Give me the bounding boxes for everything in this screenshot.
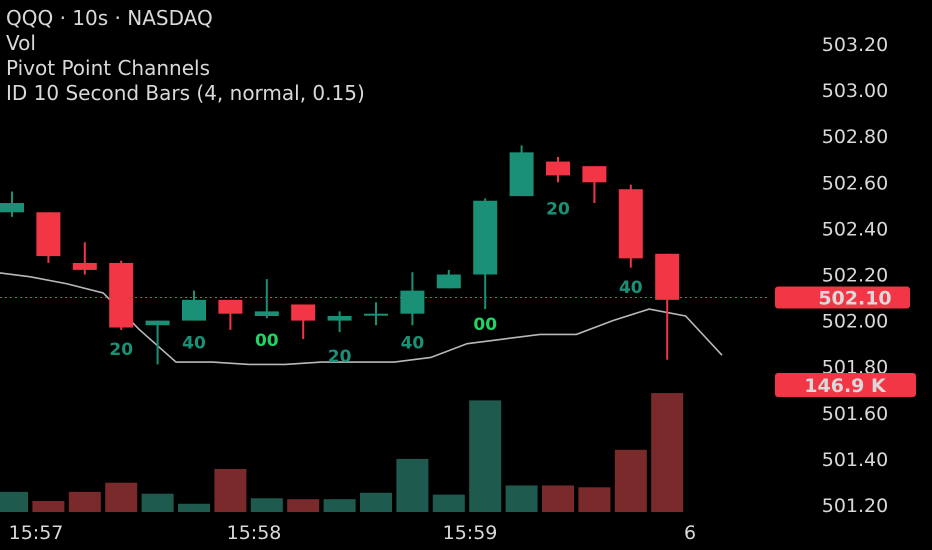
x-tick-label: 15:57 bbox=[9, 522, 64, 544]
bar-count-marker: 40 bbox=[619, 278, 643, 298]
volume-bar bbox=[578, 487, 611, 512]
volume-bar bbox=[396, 458, 429, 512]
volume-bar bbox=[68, 491, 101, 512]
last-volume-badge bbox=[775, 373, 916, 397]
y-tick-label: 503.00 bbox=[822, 80, 888, 102]
symbol-title[interactable]: QQQ · 10s · NASDAQ bbox=[6, 6, 213, 30]
volume-bar bbox=[287, 499, 320, 512]
candle[interactable] bbox=[291, 304, 316, 321]
volume-bar bbox=[178, 503, 210, 512]
y-tick-label: 502.60 bbox=[822, 172, 888, 194]
candle[interactable] bbox=[218, 299, 243, 314]
volume-bar bbox=[141, 493, 174, 512]
volume-bar bbox=[32, 501, 65, 512]
candle[interactable] bbox=[0, 203, 24, 213]
volume-bar bbox=[323, 499, 356, 512]
candle[interactable] bbox=[436, 274, 461, 289]
volume-bar bbox=[250, 498, 283, 512]
candle[interactable] bbox=[582, 166, 607, 183]
y-tick-label: 502.20 bbox=[822, 265, 888, 287]
volume-bar bbox=[360, 492, 392, 512]
bar-count-marker: 20 bbox=[546, 200, 570, 220]
last-price-label: 502.10 bbox=[818, 288, 891, 310]
volume-bar bbox=[505, 485, 538, 512]
last-volume-label: 146.9 K bbox=[804, 375, 887, 397]
bar-count-marker: 20 bbox=[328, 347, 352, 367]
bar-count-marker: 40 bbox=[401, 333, 425, 353]
candle[interactable] bbox=[145, 320, 170, 326]
last-price-badge bbox=[775, 286, 910, 309]
volume-bar bbox=[651, 393, 684, 512]
volume-bar bbox=[469, 400, 502, 512]
candle[interactable] bbox=[400, 290, 425, 314]
bar-count-marker: 40 bbox=[182, 333, 206, 353]
y-tick-label: 503.20 bbox=[822, 34, 888, 56]
pivot-channel-line bbox=[0, 272, 723, 366]
volume-bar bbox=[432, 494, 465, 512]
x-tick-label: 6 bbox=[684, 522, 696, 544]
volume-bar bbox=[0, 491, 28, 512]
y-tick-label: 501.60 bbox=[822, 403, 888, 425]
candle[interactable] bbox=[327, 315, 352, 321]
bar-count-marker: 20 bbox=[109, 340, 133, 360]
bar-count-marker: 00 bbox=[473, 315, 497, 335]
volume-bar bbox=[614, 449, 647, 512]
candle[interactable] bbox=[473, 200, 498, 275]
candle[interactable] bbox=[109, 262, 134, 328]
candle[interactable] bbox=[254, 311, 279, 316]
y-tick-label: 502.80 bbox=[822, 126, 888, 148]
y-tick-label: 501.20 bbox=[822, 495, 888, 517]
candle[interactable] bbox=[72, 262, 97, 270]
y-tick-label: 502.00 bbox=[822, 311, 888, 333]
candle[interactable] bbox=[509, 152, 534, 197]
volume-bar bbox=[214, 468, 247, 512]
x-tick-label: 15:58 bbox=[227, 522, 282, 544]
ten-second-bars-label[interactable]: ID 10 Second Bars (4, normal, 0.15) bbox=[6, 81, 365, 105]
y-tick-label: 502.40 bbox=[822, 218, 888, 240]
candle[interactable] bbox=[546, 161, 570, 176]
chart-legend: QQQ · 10s · NASDAQ Vol Pivot Point Chann… bbox=[6, 6, 365, 106]
x-tick-label: 15:59 bbox=[443, 522, 498, 544]
y-tick-label: 501.40 bbox=[822, 449, 888, 471]
candle[interactable] bbox=[36, 212, 61, 257]
volume-indicator-label[interactable]: Vol bbox=[6, 31, 36, 55]
volume-bar bbox=[105, 482, 138, 512]
candle[interactable] bbox=[618, 189, 643, 259]
candle[interactable] bbox=[182, 299, 206, 321]
volume-bar bbox=[542, 485, 574, 512]
candle[interactable] bbox=[655, 253, 680, 300]
candle[interactable] bbox=[364, 313, 388, 316]
bar-count-marker: 00 bbox=[255, 331, 279, 351]
pivot-point-channels-label[interactable]: Pivot Point Channels bbox=[6, 56, 210, 80]
